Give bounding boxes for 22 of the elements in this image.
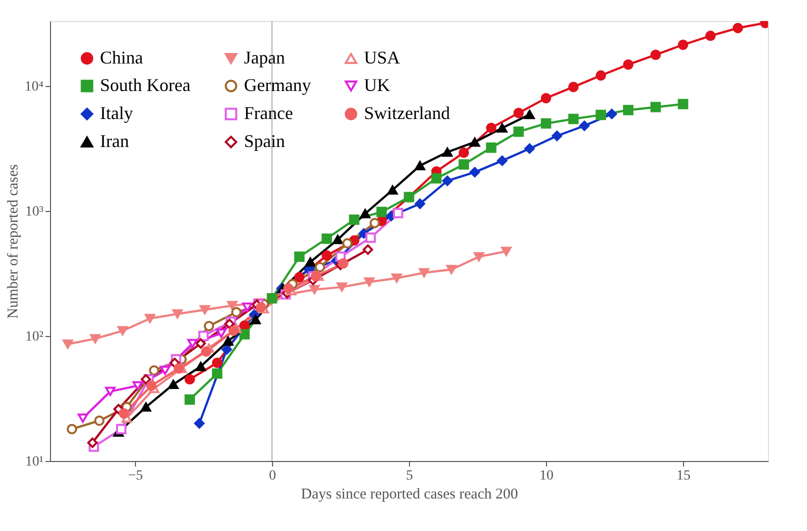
legend-label: UK	[364, 75, 390, 95]
legend-label: Iran	[100, 131, 129, 151]
y-axis-title: Number of reported cases	[6, 164, 22, 319]
legend-label: China	[100, 47, 144, 68]
x-tick-label: 10	[540, 468, 554, 484]
x-tick-label: 0	[268, 468, 276, 484]
y-tick-label: 10¹	[25, 454, 44, 470]
x-tick-label: 15	[676, 468, 691, 484]
legend-label: USA	[364, 48, 400, 68]
legend-label: South Korea	[100, 75, 190, 95]
y-tick-label: 10⁴	[24, 79, 44, 94]
legend-label: Switzerland	[364, 103, 450, 123]
legend-label: Japan	[244, 48, 285, 68]
y-tick-label: 10³	[25, 204, 44, 220]
legend-label: France	[244, 103, 293, 123]
x-tick-label: 5	[406, 468, 413, 484]
y-tick-label: 10²	[25, 329, 44, 344]
x-tick-label: −5	[128, 468, 143, 484]
legend-label: Germany	[244, 75, 311, 95]
legend-label: Spain	[244, 131, 286, 151]
x-axis-title: Days since reported cases reach 200	[301, 486, 518, 502]
legend-label: Italy	[100, 103, 133, 123]
